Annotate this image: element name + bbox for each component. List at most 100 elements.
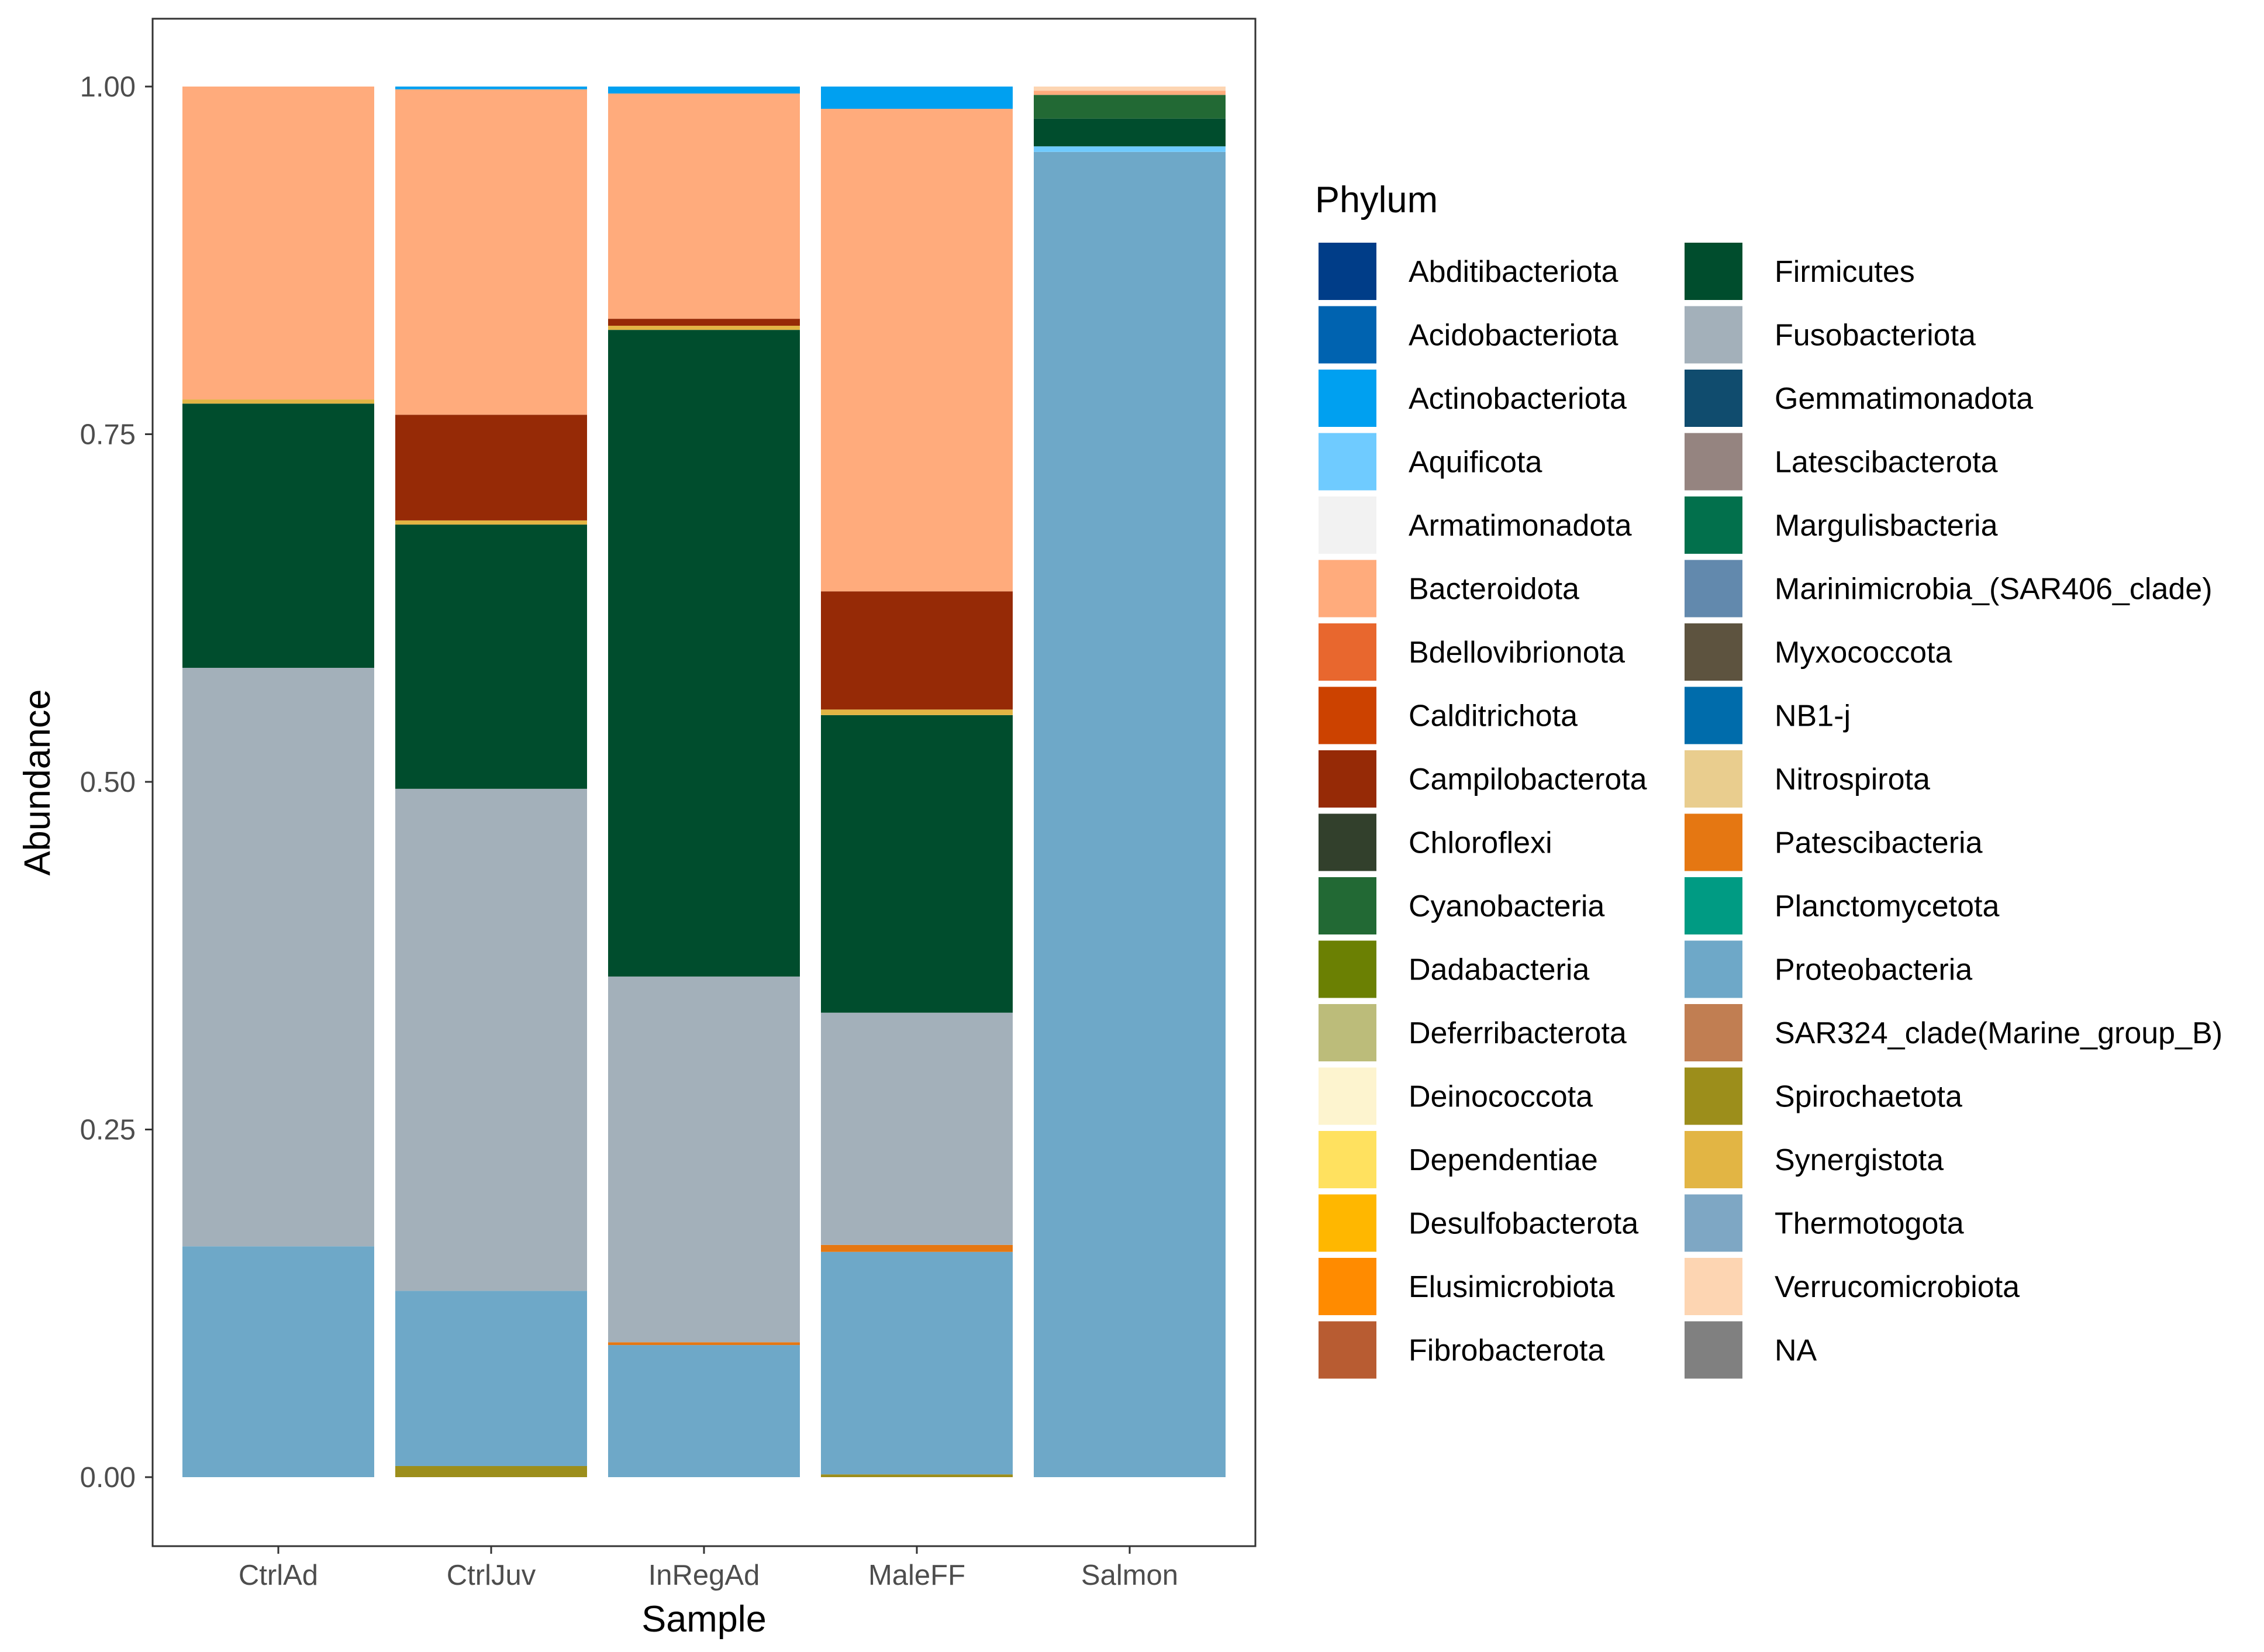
y-tick-label: 0.25 <box>80 1115 136 1146</box>
bar-segment-InRegAd-Patescibacteria <box>608 1342 800 1346</box>
legend-swatch <box>1319 940 1376 998</box>
bar-segment-CtrlJuv-Firmicutes <box>395 525 587 789</box>
bar-segment-Salmon-Aquificota <box>1034 146 1226 152</box>
legend-label: Myxococcota <box>1775 636 1952 670</box>
bar-segment-CtrlJuv-Proteobacteria <box>395 1291 587 1466</box>
bar-segment-CtrlJuv-Spirochaetota <box>395 1465 587 1477</box>
legend-swatch <box>1685 433 1742 491</box>
legend-swatch <box>1685 623 1742 681</box>
legend-swatch <box>1319 687 1376 744</box>
legend-label: SAR324_clade(Marine_group_B) <box>1775 1016 2222 1050</box>
legend-swatch <box>1685 1194 1742 1252</box>
y-tick-label: 0.00 <box>80 1462 136 1494</box>
legend-swatch <box>1685 306 1742 364</box>
legend-swatch <box>1319 623 1376 681</box>
legend-swatch <box>1319 1004 1376 1061</box>
bar-segment-Salmon-Cyanobacteria <box>1034 95 1226 119</box>
legend-label: Acidobacteriota <box>1409 319 1618 353</box>
legend-swatch <box>1319 1131 1376 1188</box>
x-tick-label: MaleFF <box>868 1560 965 1591</box>
legend-label: Elusimicrobiota <box>1409 1270 1615 1304</box>
x-tick-label: CtrlAd <box>239 1560 318 1591</box>
legend-swatch <box>1319 1321 1376 1379</box>
legend-swatch <box>1319 496 1376 554</box>
legend-swatch <box>1319 1067 1376 1125</box>
legend-swatch <box>1319 433 1376 491</box>
bar-segment-InRegAd-Bacteroidota <box>608 93 800 319</box>
legend-label: Dadabacteria <box>1409 953 1589 987</box>
legend-swatch <box>1685 1321 1742 1379</box>
legend: Abditibacteriota Acidobacteriota Actinobac… <box>1319 243 2222 1379</box>
bar-segment-MaleFF-Actinobacteriota <box>821 87 1013 109</box>
bar-segment-MaleFF-Bacteroidota <box>821 109 1013 592</box>
legend-label: Chloroflexi <box>1409 826 1552 860</box>
bar-segment-CtrlJuv-Synergistota <box>395 520 587 525</box>
x-axis-title: Sample <box>641 1599 767 1640</box>
bar-segment-MaleFF-Campilobacterota <box>821 591 1013 710</box>
x-tick-label: CtrlJuv <box>447 1560 536 1591</box>
legend-label: Margulisbacteria <box>1775 509 1998 543</box>
legend-swatch <box>1319 1258 1376 1315</box>
bar-segment-Salmon-Verrucomicrobiota <box>1034 87 1226 91</box>
bar-segment-CtrlAd-Fusobacteriota <box>182 668 374 1247</box>
bar-segment-InRegAd-Campilobacterota <box>608 319 800 326</box>
y-tick-label: 0.75 <box>80 419 136 451</box>
legend-swatch <box>1685 877 1742 934</box>
legend-swatch <box>1685 560 1742 618</box>
legend-label: Dependentiae <box>1409 1143 1598 1177</box>
bar-segment-CtrlJuv-Bacteroidota <box>395 89 587 415</box>
legend-label: Marinimicrobia_(SAR406_clade) <box>1775 572 2213 606</box>
x-axis: CtrlAd CtrlJuv InRegAd MaleFF Salmon <box>239 1546 1178 1591</box>
legend-swatch <box>1685 1067 1742 1125</box>
bar-segment-InRegAd-Proteobacteria <box>608 1345 800 1477</box>
bar-segment-CtrlJuv-Actinobacteriota <box>395 87 587 89</box>
legend-label: Bacteroidota <box>1409 572 1579 606</box>
legend-swatch <box>1319 243 1376 300</box>
legend-label: Firmicutes <box>1775 255 1915 289</box>
legend-label: Latescibacterota <box>1775 446 1998 480</box>
legend-swatch <box>1685 687 1742 744</box>
legend-label: NB1-j <box>1775 699 1851 733</box>
legend-label: Fusobacteriota <box>1775 319 1976 353</box>
legend-label: Thermotogota <box>1775 1207 1964 1241</box>
bar-segment-MaleFF-Spirochaetota <box>821 1474 1013 1477</box>
bar-segment-MaleFF-Patescibacteria <box>821 1244 1013 1252</box>
y-tick-label: 0.50 <box>80 767 136 798</box>
bar-segment-MaleFF-Firmicutes <box>821 715 1013 1013</box>
legend-label: Cyanobacteria <box>1409 889 1604 923</box>
bar-segment-CtrlAd-Synergistota <box>182 399 374 404</box>
legend-label: Calditrichota <box>1409 699 1578 733</box>
legend-label: Desulfobacterota <box>1409 1207 1638 1241</box>
bar-segment-CtrlAd-Bacteroidota <box>182 87 374 400</box>
bar-segment-CtrlJuv-Campilobacterota <box>395 415 587 520</box>
y-axis: 0.00 0.25 0.50 0.75 1.00 <box>80 71 153 1494</box>
legend-label: Proteobacteria <box>1775 953 1972 987</box>
legend-swatch <box>1685 750 1742 808</box>
legend-swatch <box>1685 1004 1742 1061</box>
legend-label: Nitrospirota <box>1775 763 1930 796</box>
legend-label: Aquificota <box>1409 446 1542 480</box>
legend-swatch <box>1685 1258 1742 1315</box>
bar-segment-MaleFF-Fusobacteriota <box>821 1012 1013 1245</box>
legend-label: Deferribacterota <box>1409 1016 1627 1050</box>
legend-label: Gemmatimonadota <box>1775 382 2033 416</box>
bar-segment-InRegAd-Actinobacteriota <box>608 87 800 94</box>
x-tick-label: Salmon <box>1081 1560 1178 1591</box>
legend-label: Abditibacteriota <box>1409 255 1618 289</box>
legend-label: Campilobacterota <box>1409 763 1647 796</box>
legend-swatch <box>1685 370 1742 427</box>
legend-label: Patescibacteria <box>1775 826 1983 860</box>
legend-swatch <box>1685 940 1742 998</box>
bar-segment-CtrlAd-Proteobacteria <box>182 1246 374 1477</box>
legend-swatch <box>1319 750 1376 808</box>
legend-label: Armatimonadota <box>1409 509 1632 543</box>
bar-segment-Salmon-Bacteroidota <box>1034 91 1226 95</box>
legend-swatch <box>1685 813 1742 871</box>
bar-segment-MaleFF-Synergistota <box>821 709 1013 715</box>
legend-swatch <box>1319 813 1376 871</box>
legend-swatch <box>1319 370 1376 427</box>
legend-swatch <box>1319 1194 1376 1252</box>
bar-segment-Salmon-Proteobacteria <box>1034 151 1226 1477</box>
bar-segment-InRegAd-Synergistota <box>608 326 800 330</box>
